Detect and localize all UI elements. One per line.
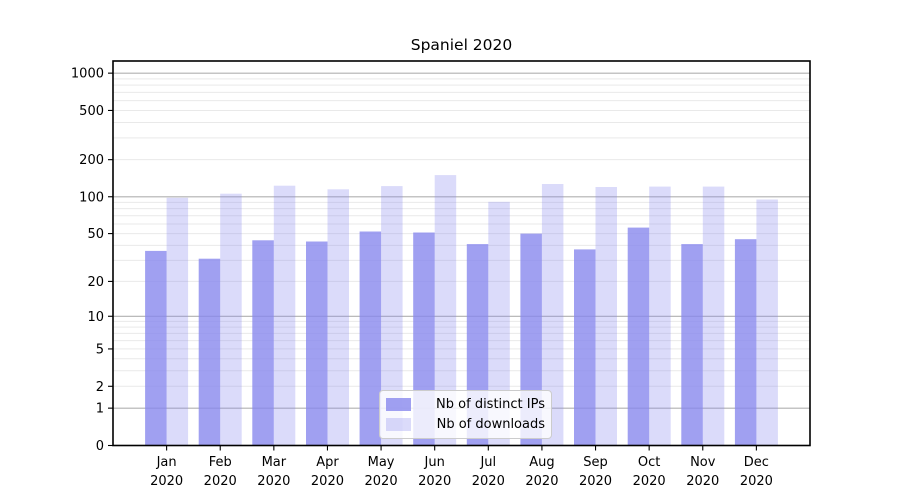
legend: Nb of distinct IPs Nb of downloads	[379, 390, 552, 439]
x-tick-label-year: 2020	[525, 474, 558, 489]
x-tick-label-year: 2020	[365, 474, 398, 489]
legend-label-distinct-ips: Nb of distinct IPs	[436, 397, 545, 413]
y-tick-label: 50	[87, 227, 104, 242]
axes-frame	[112, 60, 811, 447]
bar-downloads-oct	[649, 186, 671, 446]
bar-downloads-may	[381, 186, 403, 446]
bar-downloads-feb	[220, 193, 242, 446]
chart-title: Spaniel 2020	[410, 36, 513, 54]
x-tick-label-month: Oct	[638, 455, 660, 470]
y-tick-label: 200	[79, 153, 104, 168]
x-tick-label-month: Feb	[209, 455, 232, 470]
x-tick-label-month: May	[368, 455, 395, 470]
bar-distinct-ips-nov	[681, 244, 703, 446]
bar-distinct-ips-mar	[252, 240, 274, 446]
x-tick-label-year: 2020	[204, 474, 237, 489]
bar-distinct-ips-may	[359, 231, 382, 446]
x-tick-label-year: 2020	[418, 474, 451, 489]
x-tick-label-month: Dec	[744, 455, 769, 470]
legend-swatch-distinct-ips	[386, 398, 411, 412]
x-tick-label-year: 2020	[579, 474, 612, 489]
bar-distinct-ips-apr	[306, 241, 328, 446]
x-tick-label-year: 2020	[686, 474, 719, 489]
y-tick-label: 500	[79, 104, 104, 119]
x-tick-label-year: 2020	[472, 474, 505, 489]
bar-distinct-ips-oct	[627, 227, 650, 446]
x-tick-label-month: Aug	[529, 455, 554, 470]
x-tick-label-year: 2020	[311, 474, 344, 489]
bar-downloads-jun	[434, 175, 457, 446]
bar-distinct-ips-sep	[574, 249, 596, 446]
x-tick-label-year: 2020	[150, 474, 183, 489]
legend-item-downloads: Nb of downloads	[386, 417, 545, 432]
legend-item-distinct-ips: Nb of distinct IPs	[386, 397, 545, 412]
y-tick-label: 10	[87, 310, 104, 325]
bar-distinct-ips-feb	[198, 258, 221, 446]
legend-swatch-downloads	[386, 417, 411, 431]
y-tick-label: 1000	[71, 67, 104, 82]
y-tick-label: 1	[96, 402, 104, 417]
x-tick-label-month: Nov	[690, 455, 716, 470]
bar-distinct-ips-dec	[734, 239, 757, 446]
bar-downloads-dec	[756, 199, 778, 446]
x-tick-label-month: Sep	[583, 455, 608, 470]
bar-downloads-jul	[488, 201, 510, 446]
y-tick-label: 2	[96, 380, 104, 395]
bar-distinct-ips-jan	[145, 250, 167, 446]
x-tick-label-month: Jul	[479, 455, 496, 470]
y-tick-label: 5	[96, 342, 104, 357]
bar-downloads-jan	[166, 197, 189, 446]
x-tick-label-year: 2020	[257, 474, 290, 489]
x-tick-label-year: 2020	[740, 474, 773, 489]
y-tick-label: 0	[96, 439, 104, 454]
legend-label-downloads: Nb of downloads	[436, 416, 545, 432]
bar-downloads-aug	[541, 184, 564, 446]
x-tick-label-month: Jun	[424, 455, 445, 470]
x-tick-label-month: Mar	[262, 455, 287, 470]
x-tick-label-month: Apr	[316, 455, 339, 470]
y-tick-label: 20	[87, 275, 104, 290]
y-tick-label: 100	[79, 190, 104, 205]
x-tick-label-year: 2020	[633, 474, 666, 489]
bar-downloads-mar	[273, 185, 296, 446]
x-tick-label-month: Jan	[156, 455, 177, 470]
bar-downloads-nov	[702, 186, 725, 446]
bar-downloads-sep	[595, 187, 617, 446]
bar-downloads-apr	[327, 189, 349, 446]
